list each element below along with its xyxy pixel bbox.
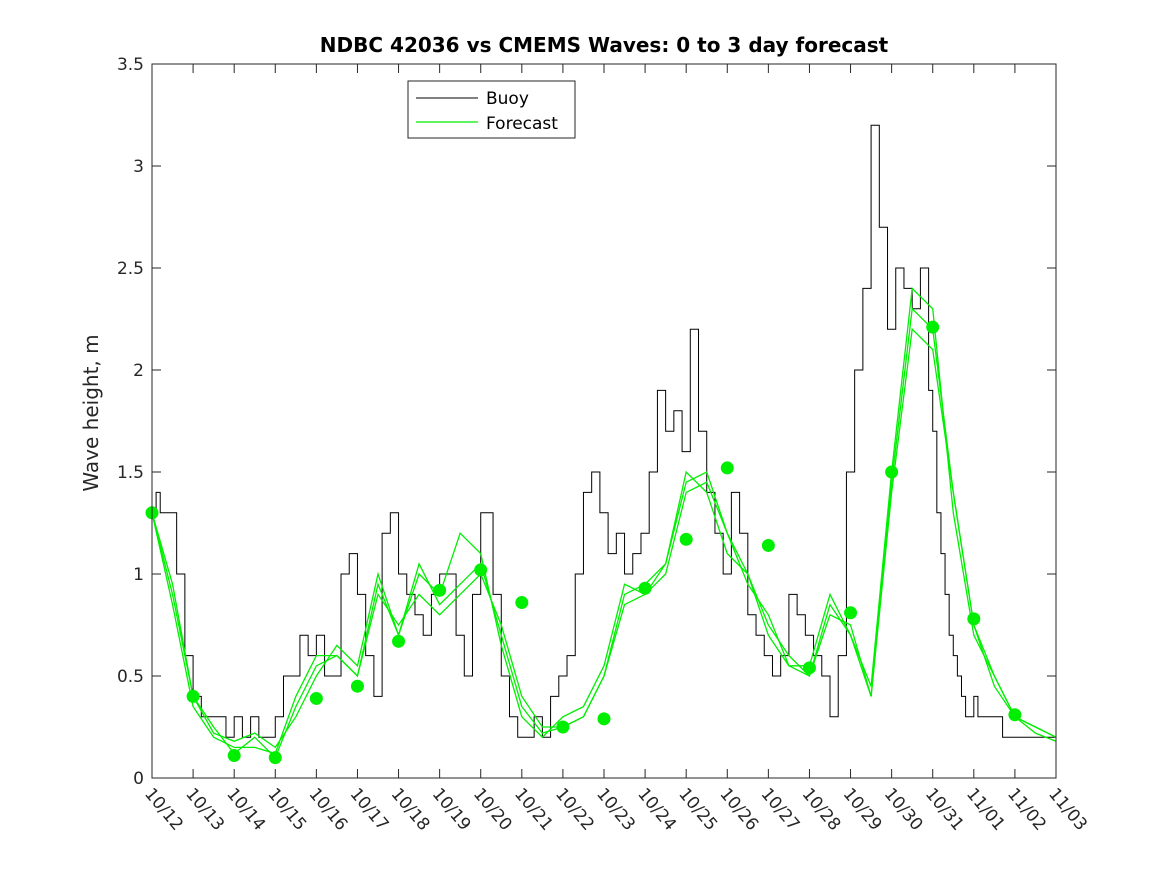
x-tick-label: 10/21 bbox=[510, 784, 557, 834]
x-tick-label: 10/17 bbox=[346, 784, 393, 834]
forecast-marker bbox=[556, 720, 570, 734]
x-tick-label: 10/28 bbox=[798, 784, 845, 834]
legend-box bbox=[407, 80, 576, 139]
x-tick-label: 10/25 bbox=[674, 784, 721, 834]
forecast-marker bbox=[761, 538, 775, 552]
forecast-marker bbox=[186, 689, 200, 703]
forecast-line-2 bbox=[151, 327, 1057, 755]
y-tick-label: 3 bbox=[133, 157, 144, 177]
forecast-marker bbox=[597, 712, 611, 726]
x-tick-label: 10/27 bbox=[757, 784, 804, 834]
x-tick-label: 10/13 bbox=[181, 784, 228, 834]
x-tick-label: 10/18 bbox=[387, 784, 434, 834]
y-tick-label: 0 bbox=[133, 769, 144, 789]
y-tick-label: 0.5 bbox=[117, 667, 144, 687]
x-tick-label: 10/23 bbox=[592, 784, 639, 834]
forecast-marker bbox=[926, 320, 940, 334]
x-tick-label: 10/16 bbox=[305, 784, 352, 834]
forecast-marker bbox=[638, 581, 652, 595]
forecast-marker bbox=[1008, 708, 1022, 722]
forecast-marker bbox=[268, 751, 282, 765]
forecast-marker bbox=[309, 691, 323, 705]
forecast-marker bbox=[392, 634, 406, 648]
x-tick-label: 11/01 bbox=[962, 784, 1009, 834]
legend: Buoy Forecast bbox=[407, 80, 576, 139]
x-tick-label: 10/24 bbox=[633, 784, 680, 834]
x-tick-label: 10/12 bbox=[140, 784, 187, 834]
forecast-marker bbox=[474, 563, 488, 577]
x-tick-label: 10/31 bbox=[921, 784, 968, 834]
x-tick-label: 10/19 bbox=[428, 784, 475, 834]
y-axis-label: Wave height, m bbox=[79, 334, 103, 491]
forecast-marker bbox=[885, 465, 899, 479]
forecast-marker bbox=[515, 596, 529, 610]
x-tick-label: 10/14 bbox=[222, 784, 269, 834]
y-tick-label: 2.5 bbox=[117, 259, 144, 279]
chart-title: NDBC 42036 vs CMEMS Waves: 0 to 3 day fo… bbox=[320, 33, 889, 57]
legend-buoy-label: Buoy bbox=[486, 89, 529, 109]
x-tick-label: 11/02 bbox=[1003, 784, 1050, 834]
x-tick-label: 10/20 bbox=[469, 784, 516, 834]
plot-area: 10/1210/1310/1410/1510/1610/1710/1810/19… bbox=[117, 55, 1091, 835]
x-tick-label: 10/26 bbox=[715, 784, 762, 834]
x-tick-label: 10/15 bbox=[263, 784, 310, 834]
x-tick-label: 10/30 bbox=[880, 784, 927, 834]
forecast-marker bbox=[227, 749, 241, 763]
plot-background bbox=[152, 64, 1056, 778]
y-tick-label: 1 bbox=[133, 565, 144, 585]
forecast-marker bbox=[802, 661, 816, 675]
x-tick-label: 10/22 bbox=[551, 784, 598, 834]
buoy-line bbox=[152, 124, 1056, 738]
legend-forecast-label: Forecast bbox=[486, 114, 558, 134]
y-tick-label: 2 bbox=[133, 361, 144, 381]
forecast-marker bbox=[433, 583, 447, 597]
forecast-marker bbox=[844, 606, 858, 620]
x-tick-label: 10/29 bbox=[839, 784, 886, 834]
forecast-marker bbox=[967, 612, 981, 626]
forecast-marker bbox=[350, 679, 364, 693]
forecast-marker bbox=[720, 461, 734, 475]
x-tick-label: 11/03 bbox=[1044, 784, 1091, 834]
y-tick-label: 3.5 bbox=[117, 55, 144, 75]
forecast-marker bbox=[679, 532, 693, 546]
forecast-line-3 bbox=[151, 286, 1057, 749]
y-tick-label: 1.5 bbox=[117, 463, 144, 483]
